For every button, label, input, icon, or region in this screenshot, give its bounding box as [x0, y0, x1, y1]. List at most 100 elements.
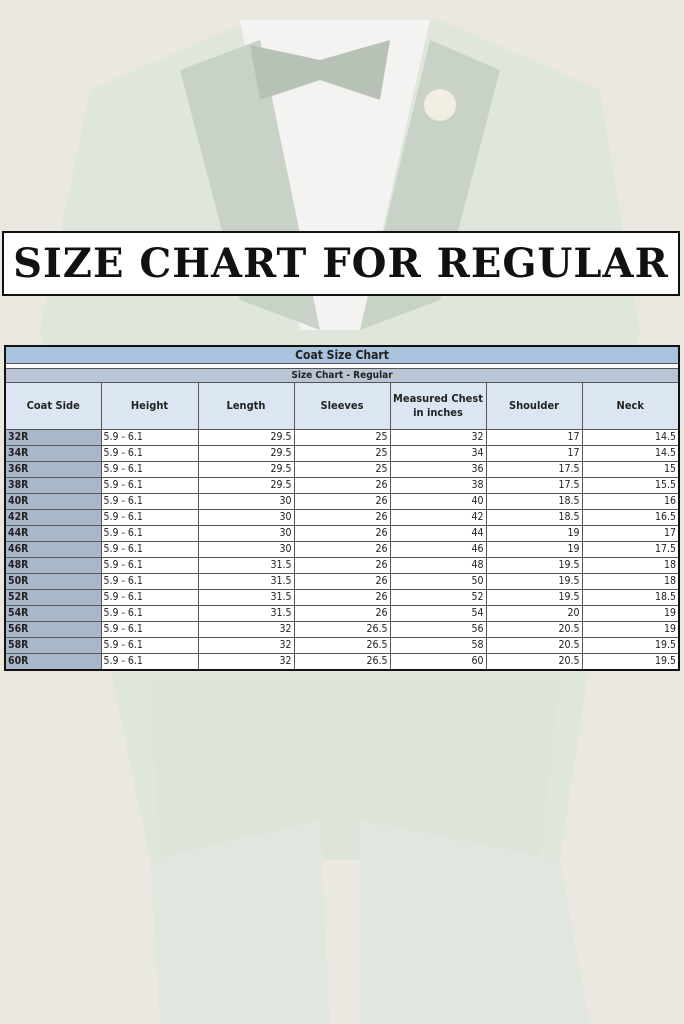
size-cell: 54R	[4, 605, 102, 622]
size-cell: 32R	[4, 429, 102, 446]
column-header: Height	[100, 382, 199, 430]
size-cell: 42R	[4, 509, 102, 526]
value-cell: 26.5	[293, 653, 391, 671]
value-cell: 26	[293, 605, 391, 622]
value-cell: 60	[389, 653, 487, 671]
table-row: 48R 5.9 - 6.1 31.5 26 48 19.5 18	[4, 557, 680, 574]
value-cell: 26.5	[293, 621, 391, 638]
value-cell: 29.5	[197, 477, 295, 494]
column-header: Shoulder	[485, 382, 583, 430]
size-cell: 50R	[4, 573, 102, 590]
value-cell: 31.5	[197, 573, 295, 590]
value-cell: 15	[581, 461, 680, 478]
value-cell: 48	[389, 557, 487, 574]
size-cell: 56R	[4, 621, 102, 638]
value-cell: 26	[293, 493, 391, 510]
value-cell: 40	[389, 493, 487, 510]
value-cell: 26	[293, 589, 391, 606]
table-row: 40R 5.9 - 6.1 30 26 40 18.5 16	[4, 493, 680, 510]
table-row: 36R 5.9 - 6.1 29.5 25 36 17.5 15	[4, 461, 680, 478]
size-chart-banner: SIZE CHART FOR REGULAR	[2, 231, 680, 296]
table-title: Coat Size Chart	[4, 345, 680, 364]
value-cell: 30	[197, 541, 295, 558]
size-cell: 36R	[4, 461, 102, 478]
value-cell: 31.5	[197, 589, 295, 606]
table-row: 38R 5.9 - 6.1 29.5 26 38 17.5 15.5	[4, 477, 680, 494]
table-row: 50R 5.9 - 6.1 31.5 26 50 19.5 18	[4, 573, 680, 590]
size-cell: 46R	[4, 541, 102, 558]
value-cell: 18.5	[581, 589, 680, 606]
value-cell: 5.9 - 6.1	[100, 461, 199, 478]
table-row: 54R 5.9 - 6.1 31.5 26 54 20 19	[4, 605, 680, 622]
value-cell: 5.9 - 6.1	[100, 509, 199, 526]
value-cell: 5.9 - 6.1	[100, 429, 199, 446]
table-row: 56R 5.9 - 6.1 32 26.5 56 20.5 19	[4, 621, 680, 638]
table-row: 46R 5.9 - 6.1 30 26 46 19 17.5	[4, 541, 680, 558]
value-cell: 30	[197, 493, 295, 510]
size-cell: 38R	[4, 477, 102, 494]
value-cell: 17	[581, 525, 680, 542]
value-cell: 44	[389, 525, 487, 542]
value-cell: 26	[293, 557, 391, 574]
value-cell: 17	[485, 445, 583, 462]
size-cell: 34R	[4, 445, 102, 462]
table-row: 34R 5.9 - 6.1 29.5 25 34 17 14.5	[4, 445, 680, 462]
value-cell: 18	[581, 557, 680, 574]
value-cell: 5.9 - 6.1	[100, 605, 199, 622]
value-cell: 5.9 - 6.1	[100, 637, 199, 654]
value-cell: 54	[389, 605, 487, 622]
value-cell: 20.5	[485, 653, 583, 671]
value-cell: 20	[485, 605, 583, 622]
value-cell: 19.5	[485, 557, 583, 574]
value-cell: 19	[581, 621, 680, 638]
value-cell: 20.5	[485, 637, 583, 654]
value-cell: 30	[197, 525, 295, 542]
value-cell: 16.5	[581, 509, 680, 526]
value-cell: 17.5	[485, 461, 583, 478]
value-cell: 32	[197, 637, 295, 654]
column-header: Sleeves	[293, 382, 391, 430]
value-cell: 5.9 - 6.1	[100, 557, 199, 574]
table-row: 52R 5.9 - 6.1 31.5 26 52 19.5 18.5	[4, 589, 680, 606]
value-cell: 26	[293, 525, 391, 542]
value-cell: 5.9 - 6.1	[100, 573, 199, 590]
value-cell: 19	[485, 525, 583, 542]
value-cell: 5.9 - 6.1	[100, 445, 199, 462]
value-cell: 29.5	[197, 461, 295, 478]
size-cell: 60R	[4, 653, 102, 671]
value-cell: 46	[389, 541, 487, 558]
column-header: Length	[197, 382, 295, 430]
value-cell: 25	[293, 445, 391, 462]
value-cell: 5.9 - 6.1	[100, 653, 199, 671]
value-cell: 36	[389, 461, 487, 478]
table-row: 44R 5.9 - 6.1 30 26 44 19 17	[4, 525, 680, 542]
value-cell: 26	[293, 509, 391, 526]
value-cell: 32	[389, 429, 487, 446]
value-cell: 19.5	[485, 573, 583, 590]
value-cell: 5.9 - 6.1	[100, 621, 199, 638]
value-cell: 16	[581, 493, 680, 510]
value-cell: 17	[485, 429, 583, 446]
value-cell: 26.5	[293, 637, 391, 654]
size-cell: 44R	[4, 525, 102, 542]
value-cell: 38	[389, 477, 487, 494]
value-cell: 32	[197, 653, 295, 671]
value-cell: 26	[293, 573, 391, 590]
table-row: 32R 5.9 - 6.1 29.5 25 32 17 14.5	[4, 429, 680, 446]
value-cell: 29.5	[197, 445, 295, 462]
value-cell: 5.9 - 6.1	[100, 477, 199, 494]
value-cell: 5.9 - 6.1	[100, 589, 199, 606]
value-cell: 17.5	[485, 477, 583, 494]
table-subtitle: Size Chart - Regular	[4, 368, 680, 383]
value-cell: 25	[293, 429, 391, 446]
value-cell: 32	[197, 621, 295, 638]
value-cell: 30	[197, 509, 295, 526]
value-cell: 15.5	[581, 477, 680, 494]
value-cell: 19.5	[581, 653, 680, 671]
banner-title: SIZE CHART FOR REGULAR	[13, 240, 669, 287]
value-cell: 19.5	[485, 589, 583, 606]
size-cell: 52R	[4, 589, 102, 606]
value-cell: 56	[389, 621, 487, 638]
size-cell: 40R	[4, 493, 102, 510]
value-cell: 42	[389, 509, 487, 526]
